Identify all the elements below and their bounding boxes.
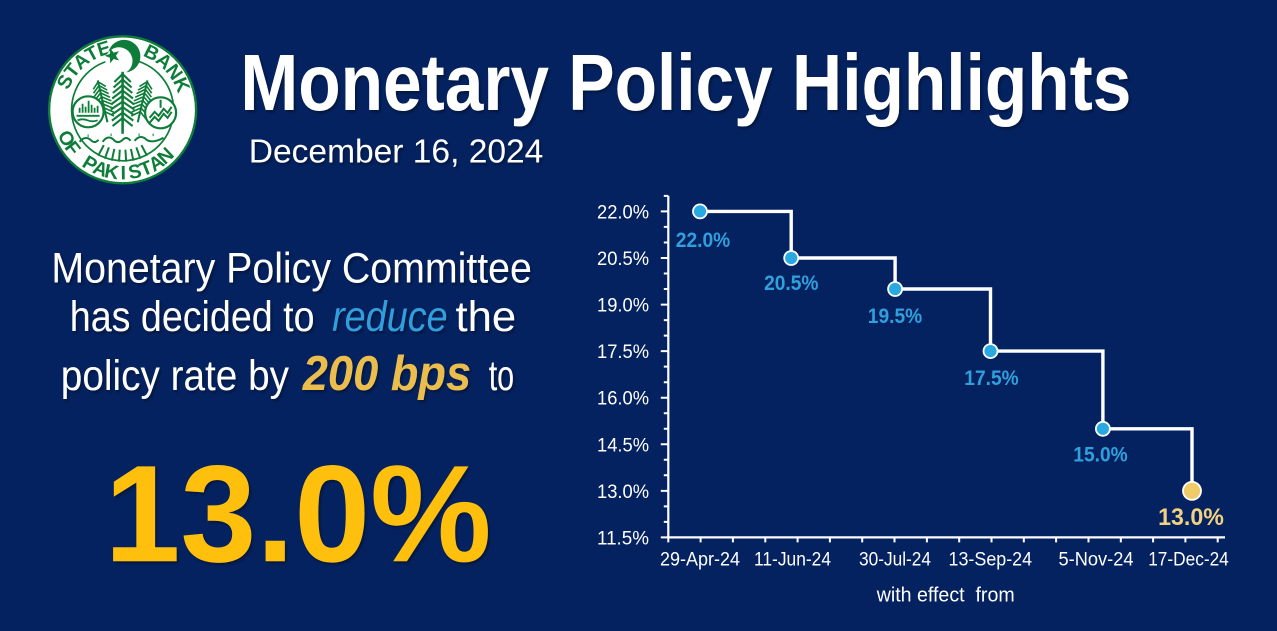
svg-text:I: I: [120, 162, 126, 184]
svg-text:5-Nov-24: 5-Nov-24: [1059, 550, 1134, 571]
svg-text:16.0%: 16.0%: [597, 388, 649, 410]
svg-text:20.5%: 20.5%: [597, 248, 649, 270]
svg-text:the: the: [456, 293, 517, 341]
svg-text:Monetary Policy Highlights: Monetary Policy Highlights: [240, 38, 1131, 127]
svg-text:17-Dec-24: 17-Dec-24: [1148, 550, 1229, 571]
svg-text:17.5%: 17.5%: [964, 367, 1018, 390]
svg-text:22.0%: 22.0%: [597, 201, 649, 223]
svg-text:13.0%: 13.0%: [597, 481, 649, 503]
svg-text:11-Jun-24: 11-Jun-24: [754, 550, 831, 571]
svg-text:19.0%: 19.0%: [597, 295, 649, 317]
svg-text:20.5%: 20.5%: [764, 272, 818, 295]
svg-text:13.0%: 13.0%: [105, 437, 492, 591]
svg-text:15.0%: 15.0%: [1073, 443, 1127, 466]
svg-text:with effect from: with effect from: [876, 583, 1015, 606]
svg-text:14.5%: 14.5%: [597, 434, 649, 456]
svg-text:13.0%: 13.0%: [1158, 504, 1224, 531]
svg-text:22.0%: 22.0%: [676, 229, 730, 252]
svg-text:K: K: [103, 160, 121, 184]
svg-text:29-Apr-24: 29-Apr-24: [660, 550, 740, 571]
svg-text:December 16, 2024: December 16, 2024: [249, 133, 544, 170]
svg-text:13-Sep-24: 13-Sep-24: [949, 550, 1033, 571]
svg-text:11.5%: 11.5%: [597, 527, 649, 549]
svg-text:30-Jul-24: 30-Jul-24: [859, 550, 931, 571]
svg-text:200 bps: 200 bps: [302, 347, 471, 401]
svg-text:17.5%: 17.5%: [597, 341, 649, 363]
svg-text:Monetary Policy Committee: Monetary Policy Committee: [51, 245, 532, 293]
svg-text:policy rate by: policy rate by: [61, 352, 290, 400]
svg-text:19.5%: 19.5%: [868, 305, 922, 328]
svg-text:reduce: reduce: [332, 293, 448, 341]
svg-text:has decided to: has decided to: [70, 293, 315, 341]
svg-text:to: to: [489, 352, 515, 400]
svg-text:S: S: [126, 160, 143, 184]
